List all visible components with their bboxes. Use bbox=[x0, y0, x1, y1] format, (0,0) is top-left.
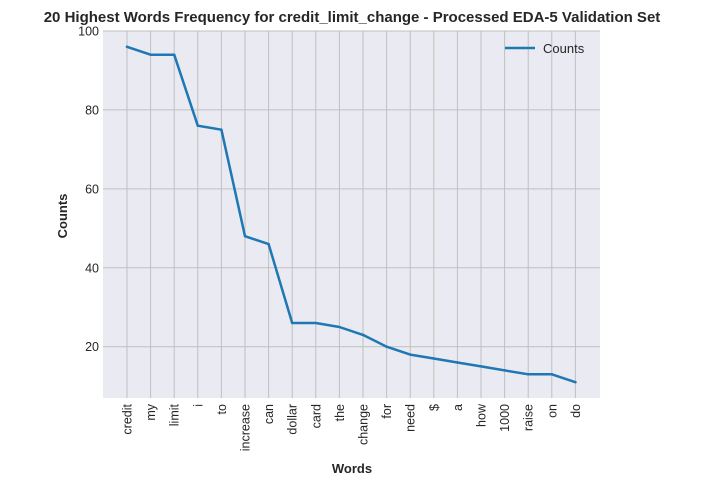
x-tick-label: dollar bbox=[286, 404, 300, 435]
x-axis-label: Words bbox=[332, 461, 372, 476]
data-point bbox=[315, 322, 317, 324]
chart-title: 20 Highest Words Frequency for credit_li… bbox=[44, 9, 661, 26]
data-point bbox=[338, 326, 340, 328]
y-tick-label: 20 bbox=[85, 340, 99, 354]
x-tick-label: the bbox=[333, 404, 347, 421]
data-point bbox=[385, 345, 387, 347]
data-point bbox=[480, 365, 482, 367]
data-point bbox=[149, 53, 151, 55]
x-tick-label: my bbox=[144, 403, 158, 420]
x-tick-label: can bbox=[262, 404, 276, 424]
data-point bbox=[244, 235, 246, 237]
data-point bbox=[362, 334, 364, 336]
x-tick-label: limit bbox=[168, 403, 182, 426]
data-point bbox=[220, 128, 222, 130]
y-axis-label: Counts bbox=[55, 194, 70, 239]
data-point bbox=[551, 373, 553, 375]
legend-label-counts: Counts bbox=[543, 41, 585, 56]
x-tick-label: 1000 bbox=[498, 404, 512, 432]
x-tick-label: credit bbox=[121, 403, 135, 434]
data-point bbox=[527, 373, 529, 375]
y-axis-ticks: 20 40 60 80 100 bbox=[78, 25, 99, 355]
x-tick-label: card bbox=[309, 404, 323, 428]
y-tick-label: 80 bbox=[85, 103, 99, 117]
x-axis-ticks: credit my limit i to increase can dollar card the… bbox=[121, 403, 583, 451]
data-point bbox=[574, 381, 576, 383]
data-point bbox=[197, 125, 199, 127]
y-tick-label: 60 bbox=[85, 182, 99, 196]
x-tick-label: raise bbox=[522, 404, 536, 431]
x-tick-label: how bbox=[475, 403, 489, 427]
data-point bbox=[173, 53, 175, 55]
y-tick-label: 40 bbox=[85, 261, 99, 275]
x-tick-label: need bbox=[404, 404, 418, 432]
plot-area bbox=[103, 31, 600, 398]
x-tick-label: to bbox=[215, 404, 229, 414]
data-point bbox=[267, 243, 269, 245]
y-tick-label: 100 bbox=[78, 25, 99, 39]
x-tick-label: on bbox=[545, 404, 559, 418]
x-tick-label: change bbox=[357, 404, 371, 445]
x-tick-label: for bbox=[380, 404, 394, 419]
x-tick-label: $ bbox=[427, 404, 441, 411]
x-tick-label: increase bbox=[239, 404, 253, 451]
data-point bbox=[433, 357, 435, 359]
x-tick-label: a bbox=[451, 404, 465, 411]
data-point bbox=[126, 46, 128, 48]
data-point bbox=[409, 353, 411, 355]
data-point bbox=[291, 322, 293, 324]
data-point bbox=[503, 369, 505, 371]
x-tick-label: i bbox=[191, 404, 205, 407]
x-tick-label: do bbox=[569, 404, 583, 418]
data-point bbox=[456, 361, 458, 363]
